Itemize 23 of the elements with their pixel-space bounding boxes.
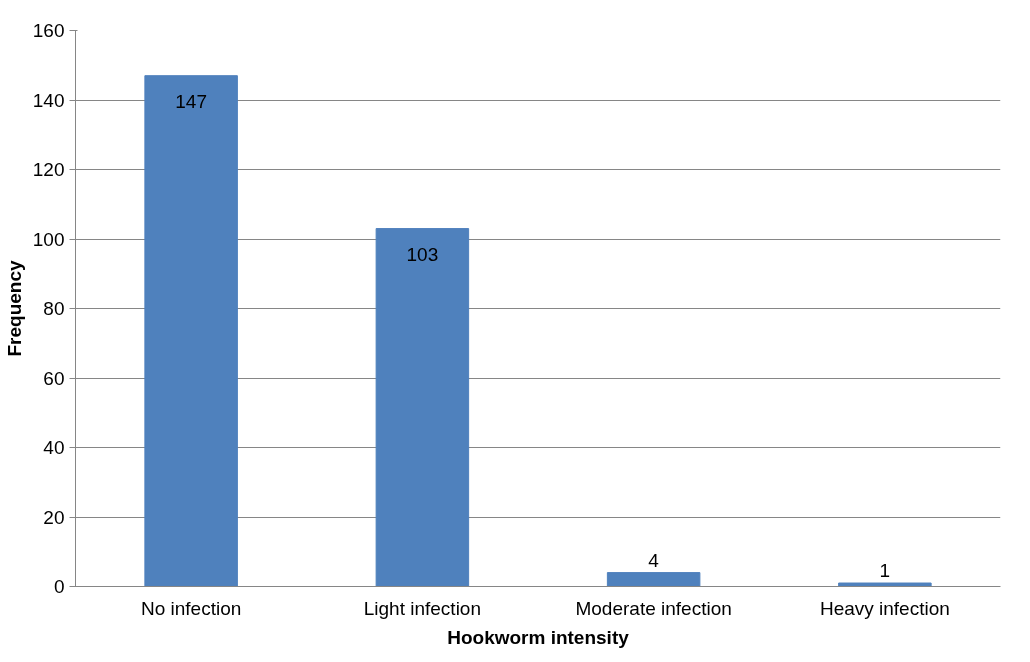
x-axis-title: Hookworm intensity <box>447 626 630 648</box>
y-tick-label: 160 <box>32 20 65 41</box>
y-tick-label: 20 <box>43 506 65 528</box>
bar <box>838 582 932 587</box>
x-tick-label: Moderate infection <box>575 597 732 619</box>
x-tick-label: Light infection <box>363 597 481 619</box>
x-tick-label: No infection <box>140 597 242 619</box>
data-label: 147 <box>175 90 207 112</box>
data-label: 1 <box>879 560 891 582</box>
bar <box>144 75 238 587</box>
bar <box>375 228 470 587</box>
y-tick-label: 80 <box>43 298 65 319</box>
x-tick-label: Heavy infection <box>819 597 950 619</box>
data-label: 4 <box>648 549 660 571</box>
y-axis-title: Frequency <box>3 260 25 357</box>
bar <box>606 572 701 587</box>
y-tick-label: 100 <box>32 228 65 250</box>
y-tick-label: 140 <box>32 89 65 111</box>
data-label: 103 <box>406 243 439 265</box>
y-tick-label: 40 <box>43 437 65 458</box>
y-tick-label: 120 <box>32 159 65 180</box>
y-tick-label: 60 <box>43 367 65 389</box>
y-tick-label: 0 <box>53 576 65 597</box>
